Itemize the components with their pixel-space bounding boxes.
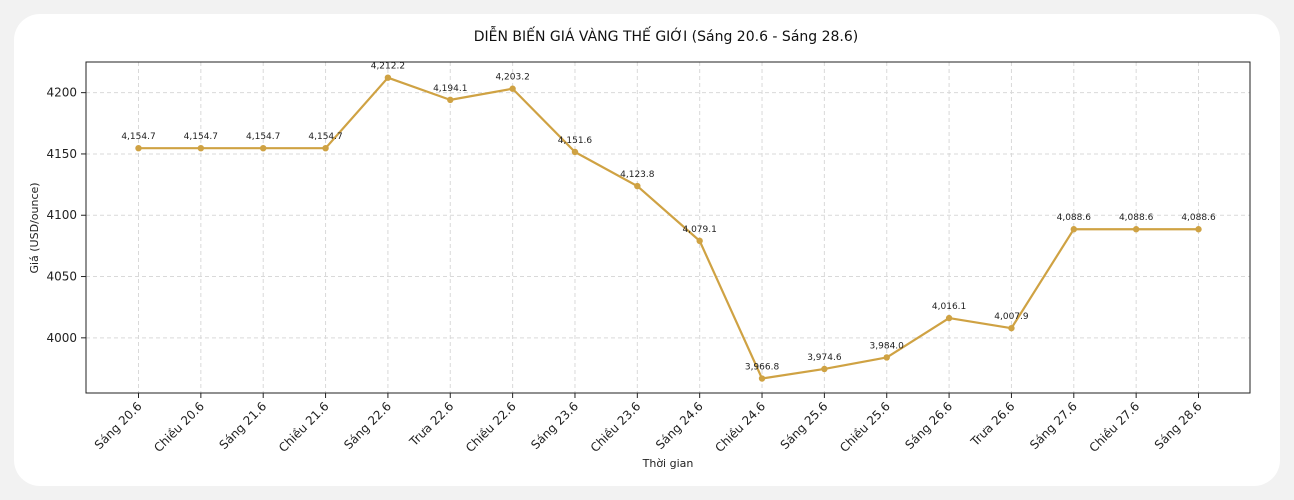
price-series-line — [138, 76, 1199, 380]
x-tick-label: Chiều 22.6 — [463, 399, 519, 455]
data-label: 4,212.2 — [371, 62, 405, 72]
chart-title: DIỄN BIẾN GIÁ VÀNG THẾ GIỚI (Sáng 20.6 -… — [474, 26, 859, 45]
data-point — [1008, 324, 1015, 332]
data-label: 4,203.2 — [495, 73, 529, 83]
x-tick-label: Chiều 23.6 — [588, 399, 644, 455]
data-label: 3,966.8 — [745, 363, 780, 373]
data-label: 4,088.6 — [1119, 213, 1154, 223]
data-point — [197, 144, 205, 152]
data-point — [260, 144, 267, 152]
x-tick-label: Sáng 26.6 — [902, 399, 955, 452]
x-tick-label: Trưa 22.6 — [406, 399, 456, 449]
data-label: 4,154.7 — [184, 132, 218, 142]
grid — [86, 62, 1250, 393]
series-line-group — [135, 74, 1202, 382]
x-tick-label: Trưa 26.6 — [967, 399, 1017, 449]
data-point — [1132, 226, 1140, 233]
data-point — [945, 314, 953, 322]
y-axis: 4000 4050 4100 4150 4200 — [46, 86, 86, 345]
x-tick-label: Chiều 20.6 — [151, 399, 207, 455]
x-tick-label: Sáng 25.6 — [778, 399, 831, 452]
y-axis-title: Giá (USD/ounce) — [28, 182, 41, 273]
data-label: 4,154.7 — [308, 132, 342, 142]
x-axis-title: Thời gian — [642, 457, 694, 470]
data-label: 4,007.9 — [994, 312, 1029, 322]
data-point — [447, 96, 454, 104]
data-label: 4,123.8 — [620, 170, 655, 180]
plot-frame — [85, 61, 1251, 394]
data-point — [135, 144, 142, 152]
x-tick-label: Sáng 22.6 — [341, 399, 394, 452]
data-label: 4,154.7 — [121, 132, 155, 142]
x-tick-label: Sáng 23.6 — [528, 399, 581, 452]
data-point — [821, 365, 828, 373]
data-label: 4,088.6 — [1057, 213, 1092, 223]
data-label: 3,984.0 — [870, 341, 905, 351]
data-label: 4,088.6 — [1181, 213, 1216, 223]
y-tick-label: 4100 — [46, 208, 77, 222]
data-labels: 4,154.7 4,154.7 4,154.7 4,154.7 4,212.2 4,194… — [121, 62, 1216, 373]
data-label: 4,154.7 — [246, 132, 280, 142]
data-label: 4,194.1 — [433, 84, 467, 94]
data-point — [758, 375, 766, 382]
data-point — [1195, 226, 1202, 233]
x-tick-label: Sáng 24.6 — [653, 399, 706, 452]
x-tick-label: Sáng 27.6 — [1027, 399, 1080, 452]
data-label: 4,016.1 — [932, 302, 966, 312]
data-point — [696, 237, 703, 245]
y-tick-label: 4050 — [46, 270, 77, 284]
data-label: 4,151.6 — [558, 136, 593, 146]
x-tick-label: Chiều 27.6 — [1087, 399, 1143, 455]
y-tick-label: 4200 — [46, 86, 77, 100]
x-tick-label: Chiều 25.6 — [837, 399, 893, 455]
data-point — [571, 148, 579, 156]
data-point — [509, 85, 516, 92]
x-tick-label: Sáng 21.6 — [216, 399, 269, 452]
x-tick-label: Chiều 24.6 — [712, 399, 768, 455]
data-point — [634, 182, 641, 190]
data-point — [1070, 226, 1077, 233]
data-point — [883, 354, 890, 361]
data-label: 3,974.6 — [807, 353, 842, 363]
data-point — [322, 144, 329, 152]
y-tick-label: 4150 — [46, 147, 77, 161]
data-point — [384, 74, 392, 81]
data-label: 4,079.1 — [682, 225, 716, 235]
x-tick-label: Chiều 21.6 — [276, 399, 332, 455]
x-tick-label: Sáng 20.6 — [92, 399, 145, 452]
x-axis: Sáng 20.6 Chiều 20.6 Sáng 21.6 Chiều 21.6 Sá… — [92, 393, 1205, 455]
x-tick-label: Sáng 28.6 — [1152, 399, 1205, 452]
y-tick-label: 4000 — [46, 331, 77, 345]
